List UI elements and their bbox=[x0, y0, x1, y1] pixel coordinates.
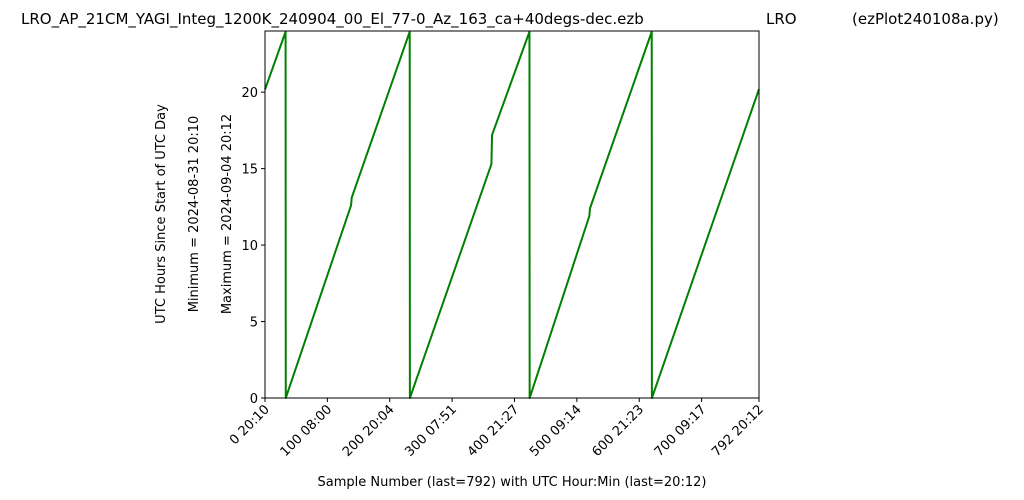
station-label: LRO bbox=[766, 10, 797, 28]
x-tick-label: 0 20:10 bbox=[227, 402, 273, 448]
y-tick-label: 15 bbox=[241, 163, 258, 178]
y-axis-minimum-label: Minimum = 2024-08-31 20:10 bbox=[187, 116, 202, 313]
chart-title: LRO_AP_21CM_YAGI_Integ_1200K_240904_00_E… bbox=[21, 10, 644, 29]
x-tick-label: 300 07:51 bbox=[402, 402, 460, 460]
y-tick-label: 0 bbox=[250, 392, 258, 407]
x-tick-label: 700 09:17 bbox=[652, 402, 710, 460]
plot-frame bbox=[264, 30, 760, 399]
program-label: (ezPlot240108a.py) bbox=[852, 10, 999, 28]
series-layer bbox=[264, 30, 760, 399]
y-tick-label: 20 bbox=[241, 86, 258, 101]
y-tick-label: 10 bbox=[241, 239, 258, 254]
y-tick-label: 5 bbox=[250, 316, 258, 331]
y-axis-label: UTC Hours Since Start of UTC Day bbox=[154, 104, 169, 324]
axis-ticks: 0 5 10 15 20 0 20:10 100 08:00 200 20:04 300 07:… bbox=[227, 86, 767, 460]
y-axis-maximum-label: Maximum = 2024-09-04 20:12 bbox=[220, 114, 235, 314]
x-tick-label: 100 08:00 bbox=[278, 402, 336, 460]
x-tick-label: 792 20:12 bbox=[709, 402, 767, 460]
x-tick-label: 200 20:04 bbox=[340, 402, 398, 460]
x-tick-label: 600 21:23 bbox=[589, 402, 647, 460]
x-axis-label: Sample Number (last=792) with UTC Hour:M… bbox=[318, 475, 707, 490]
series-line-0 bbox=[264, 30, 760, 399]
x-tick-label: 400 21:27 bbox=[465, 402, 523, 460]
x-tick-label: 500 09:14 bbox=[527, 402, 585, 460]
